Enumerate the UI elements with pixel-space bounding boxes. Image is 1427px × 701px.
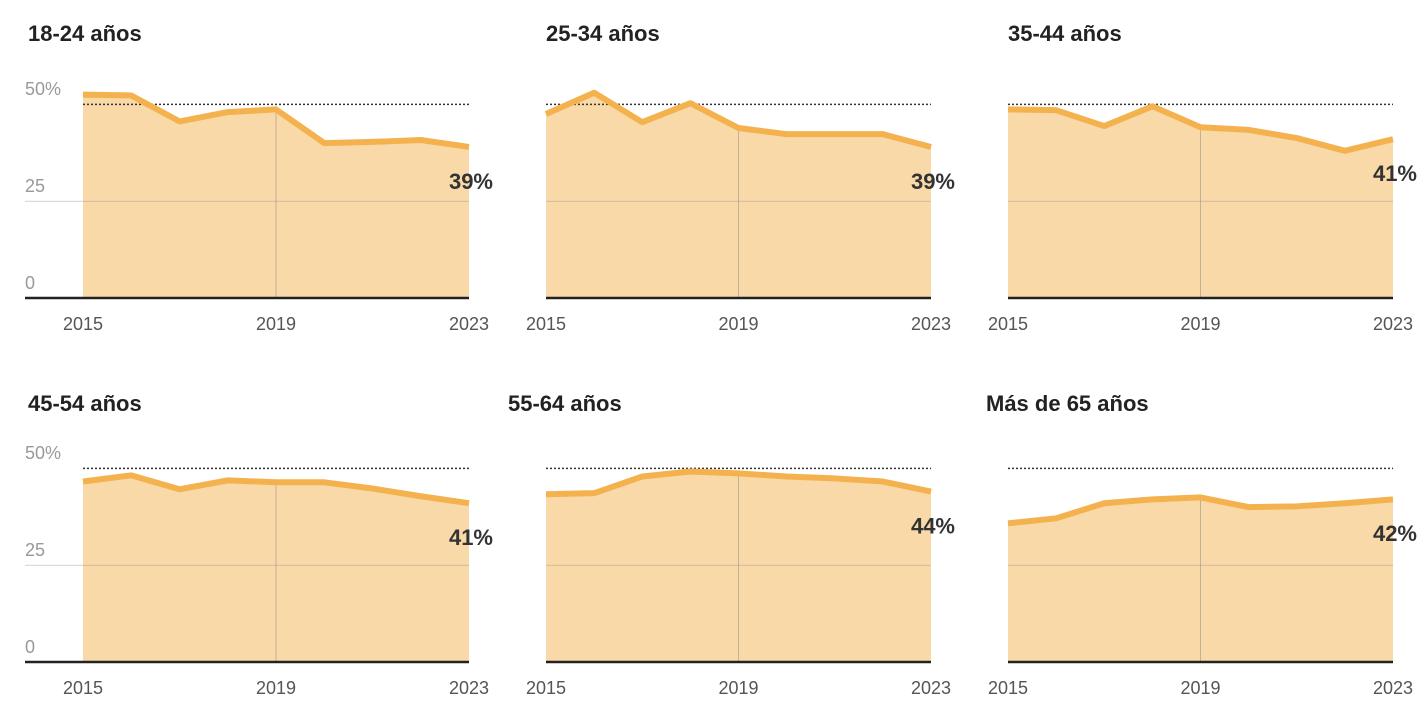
panel-title: 45-54 años	[28, 391, 142, 416]
x-tick-label: 2023	[449, 314, 489, 334]
x-tick-label: 2023	[1373, 678, 1413, 698]
x-tick-label: 2023	[1373, 314, 1413, 334]
x-tick-label: 2015	[63, 678, 103, 698]
y-tick-label: 25	[25, 540, 45, 560]
panel-title: 35-44 años	[1008, 21, 1122, 46]
line	[544, 89, 932, 150]
panel-title: Más de 65 años	[986, 391, 1149, 416]
data-label: 39%	[911, 169, 955, 194]
panel-title: 55-64 años	[508, 391, 622, 416]
x-tick-label: 2015	[526, 314, 566, 334]
data-label: 44%	[911, 513, 955, 538]
x-tick-label: 2019	[256, 678, 296, 698]
x-tick-label: 2015	[526, 678, 566, 698]
line	[82, 472, 470, 507]
y-tick-label: 50%	[25, 443, 61, 463]
x-tick-label: 2023	[911, 314, 951, 334]
x-tick-label: 2023	[911, 678, 951, 698]
data-label: 39%	[449, 169, 493, 194]
x-tick-label: 2015	[988, 678, 1028, 698]
data-label: 41%	[1373, 161, 1417, 186]
line	[1007, 103, 1394, 154]
line	[545, 468, 932, 498]
x-tick-label: 2023	[449, 678, 489, 698]
y-tick-label: 50%	[25, 79, 61, 99]
x-tick-label: 2019	[718, 314, 758, 334]
panel-title: 25-34 años	[546, 21, 660, 46]
data-label: 41%	[449, 525, 493, 550]
x-tick-label: 2015	[988, 314, 1028, 334]
y-tick-label: 0	[25, 637, 35, 657]
data-label: 42%	[1373, 521, 1417, 546]
panel-title: 18-24 años	[28, 21, 142, 46]
y-tick-label: 0	[25, 273, 35, 293]
x-tick-label: 2019	[1180, 678, 1220, 698]
x-tick-label: 2019	[256, 314, 296, 334]
line	[82, 91, 470, 150]
y-tick-label: 25	[25, 176, 45, 196]
line	[1007, 494, 1394, 527]
x-tick-label: 2019	[1180, 314, 1220, 334]
x-tick-label: 2015	[63, 314, 103, 334]
x-tick-label: 2019	[718, 678, 758, 698]
